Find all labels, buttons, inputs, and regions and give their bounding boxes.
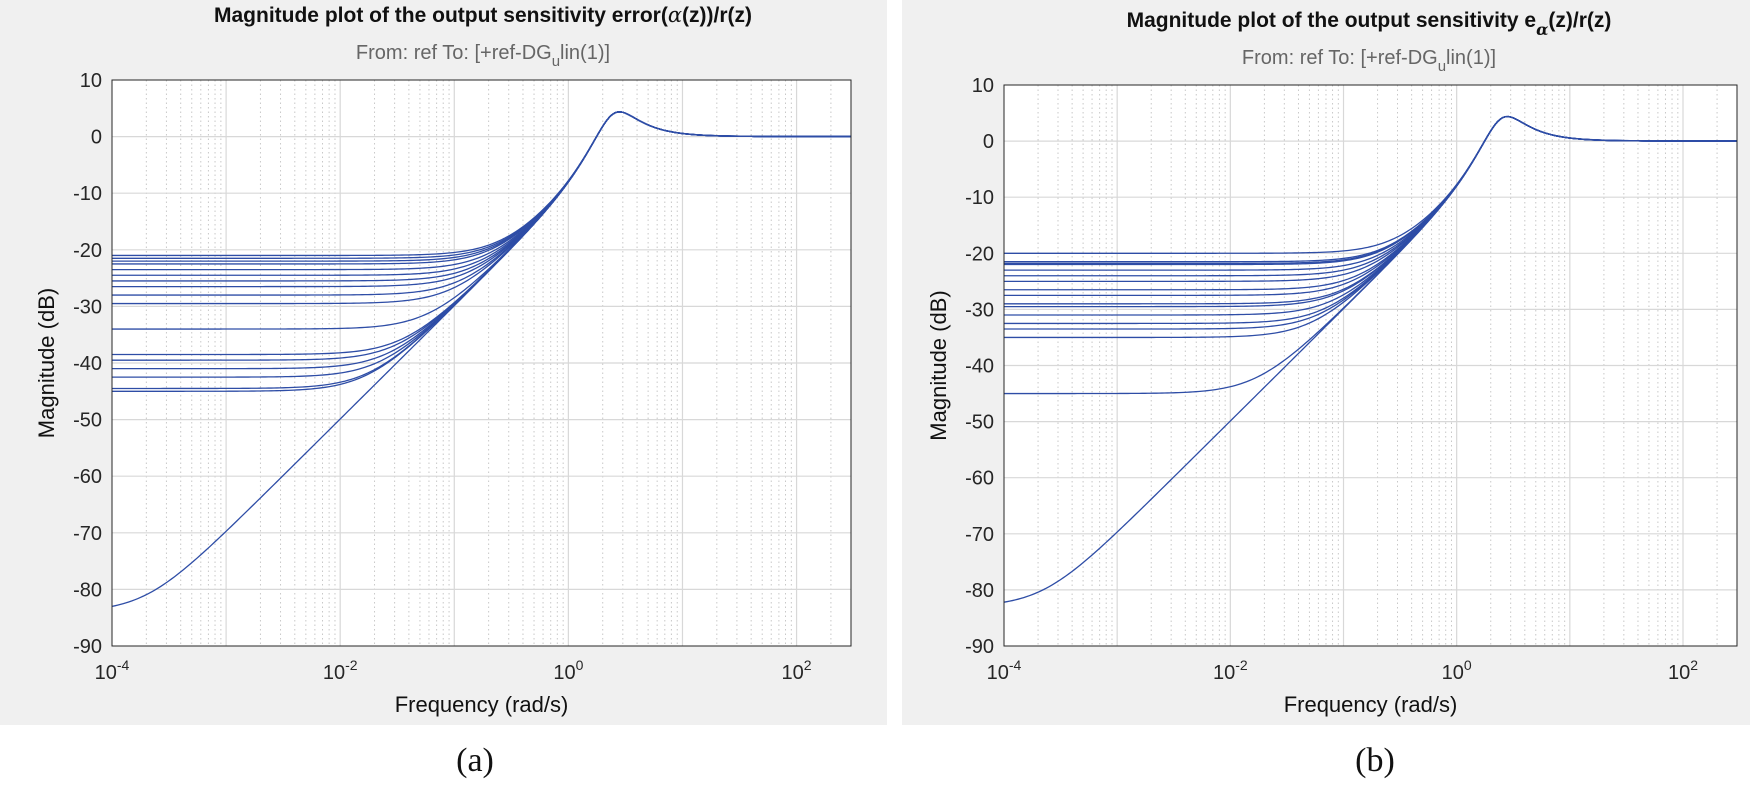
caption-b: (b)	[1355, 742, 1395, 779]
y-tick-label-b: -90	[965, 636, 994, 658]
x-axis-label-b: Frequency (rad/s)	[1284, 692, 1458, 717]
chart-panel-a: 10 0 -10 -20 -30 -40 -50 -60 -70 -80 -90 10-4 10-2 10…	[0, 0, 887, 725]
y-tick-label-b: -60	[965, 468, 994, 490]
x-tick-label-b: 10-4	[987, 657, 1022, 684]
y-axis-label-a: Magnitude (dB)	[34, 288, 59, 438]
y-tick-label-a: 0	[91, 127, 102, 149]
x-tick-label-a: 10-2	[323, 657, 358, 684]
y-tick-label-a: -10	[73, 183, 102, 205]
chart-title-a: Magnitude plot of the output sensitivity…	[214, 3, 752, 27]
x-tick-label-a: 10-4	[95, 657, 130, 684]
x-tick-label-b: 10-2	[1213, 657, 1248, 684]
x-tick-label-a: 102	[782, 657, 812, 684]
x-axis-label-a: Frequency (rad/s)	[395, 692, 569, 717]
series-group-b	[1003, 115, 1737, 603]
y-tick-label-b: -80	[965, 580, 994, 602]
series-group-a	[111, 111, 852, 608]
x-tick-label-b: 102	[1668, 657, 1698, 684]
chart-title-b: Magnitude plot of the output sensitivity…	[1127, 9, 1612, 39]
major-grid-a	[112, 80, 851, 646]
y-tick-label-b: -50	[965, 412, 994, 434]
y-tick-label-b: -40	[965, 356, 994, 378]
y-tick-label-b: 0	[983, 131, 994, 153]
y-tick-label-a: -90	[73, 636, 102, 658]
chart-subtitle-a: From: ref To: [+ref-DGulin(1)]	[356, 42, 610, 70]
x-tick-label-b: 100	[1442, 657, 1472, 684]
y-tick-label-b: -20	[965, 243, 994, 265]
axes-box-a	[111, 79, 852, 647]
y-tick-label-a: -50	[73, 410, 102, 432]
series-line-a-18	[111, 111, 851, 608]
y-tick-label-b: 10	[972, 75, 994, 97]
y-tick-label-a: -30	[73, 296, 102, 318]
series-line-b-17	[1003, 115, 1737, 603]
x-tick-label-a: 100	[553, 657, 583, 684]
y-tick-label-a: -70	[73, 523, 102, 545]
y-axis-label-b: Magnitude (dB)	[926, 290, 951, 440]
y-tick-label-a: -80	[73, 579, 102, 601]
y-tick-label-a: -60	[73, 466, 102, 488]
major-grid-b	[1004, 85, 1737, 646]
y-tick-label-a: -40	[73, 353, 102, 375]
y-tick-label-b: -30	[965, 299, 994, 321]
axes-box-b	[1003, 84, 1738, 647]
chart-subtitle-b: From: ref To: [+ref-DGulin(1)]	[1242, 47, 1496, 75]
y-tick-label-b: -10	[965, 187, 994, 209]
chart-panel-b: 10 0 -10 -20 -30 -40 -50 -60 -70 -80 -90 10-4 10-2 10…	[902, 0, 1750, 725]
y-tick-label-a: 10	[80, 70, 102, 92]
y-tick-label-a: -20	[73, 240, 102, 262]
y-tick-label-b: -70	[965, 524, 994, 546]
caption-a: (a)	[456, 742, 494, 779]
